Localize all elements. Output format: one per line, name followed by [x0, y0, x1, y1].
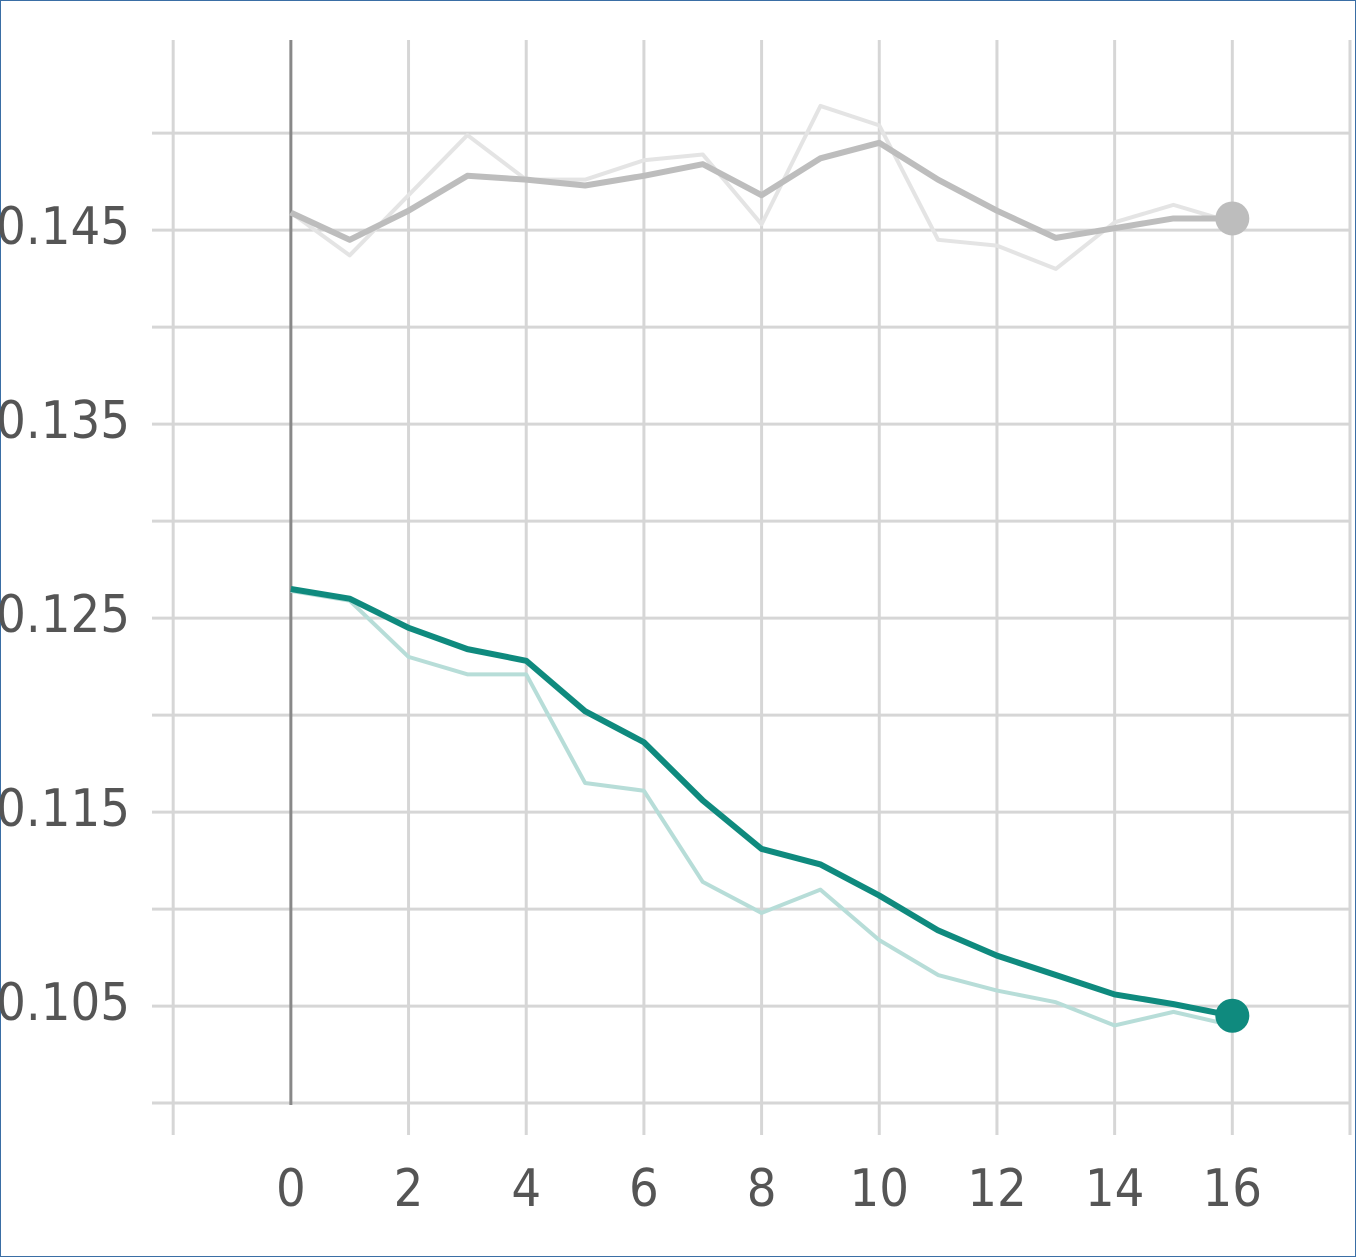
end-marker [1215, 998, 1250, 1033]
series-line [289, 139, 1233, 243]
y-tick-label: 0.115 [0, 779, 130, 839]
series-line [289, 103, 1233, 271]
x-tick-label: 2 [394, 1159, 424, 1219]
x-tick-label: 14 [1085, 1159, 1145, 1219]
y-tick-label: 0.125 [0, 585, 130, 645]
y-tick-label: 0.145 [0, 197, 130, 257]
x-tick-label: 16 [1203, 1159, 1263, 1219]
x-tick-label: 12 [967, 1159, 1027, 1219]
x-tick-label: 8 [747, 1159, 777, 1219]
x-tick-label: 0 [276, 1159, 306, 1219]
y-tick-label: 0.135 [0, 391, 130, 451]
series-line [290, 586, 1233, 1019]
series-line [290, 588, 1233, 1028]
x-tick-label: 4 [511, 1159, 541, 1219]
x-tick-label: 10 [850, 1159, 910, 1219]
y-tick-label: 0.105 [0, 973, 130, 1033]
end-marker [1215, 201, 1250, 236]
x-tick-label: 6 [629, 1159, 659, 1219]
